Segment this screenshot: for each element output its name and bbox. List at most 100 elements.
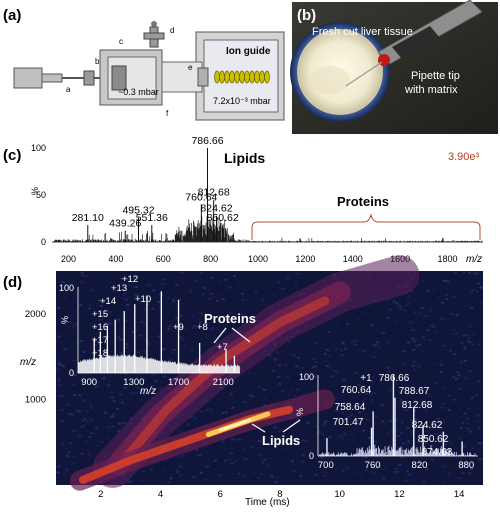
heatmap-speckle [471, 289, 475, 291]
heatmap-speckle [440, 317, 444, 320]
heatmap-speckle [180, 271, 184, 274]
heatmap-speckle [58, 379, 62, 382]
lipids-arrow-left [251, 423, 266, 433]
heatmap-speckle [231, 462, 234, 465]
heatmap-speckle [163, 361, 167, 363]
heatmap-speckle [107, 324, 111, 327]
d-y-tick-label: 2000 [25, 309, 46, 320]
heatmap-speckle [467, 407, 471, 410]
heatmap-speckle [418, 462, 422, 465]
heatmap-speckle [263, 389, 266, 391]
heatmap-speckle [452, 398, 456, 401]
heatmap-speckle [57, 335, 61, 338]
heatmap-speckle [466, 417, 470, 420]
inset-right-y-label: % [295, 408, 305, 416]
heatmap-speckle [71, 430, 75, 433]
heatmap-speckle [443, 443, 447, 446]
heatmap-speckle [85, 420, 89, 423]
heatmap-speckle [90, 377, 93, 380]
charge-state-label: +13 [111, 283, 127, 294]
heatmap-speckle [328, 435, 332, 438]
heatmap-speckle [229, 391, 233, 394]
pipette-caption-2: with matrix [404, 84, 458, 96]
heatmap-speckle [407, 473, 411, 476]
heatmap-speckle [190, 288, 194, 291]
heatmap-speckle [458, 374, 461, 377]
heatmap-speckle [262, 436, 266, 439]
heatmap-speckle [242, 316, 246, 319]
x-tick-label: 400 [108, 254, 123, 264]
panel-c: (c) 3.90e³ % 0 50 100 200 400 600 800 1000 1200… [3, 135, 483, 265]
heatmap-speckle [387, 341, 390, 344]
heatmap-speckle [463, 305, 466, 308]
heatmap-speckle [263, 404, 267, 407]
heatmap-speckle [169, 477, 173, 480]
heatmap-speckle [394, 418, 398, 421]
heatmap-speckle [80, 452, 84, 455]
heatmap-speckle [425, 468, 429, 471]
heatmap-speckle [467, 304, 471, 307]
heatmap-speckle [458, 437, 462, 440]
heatmap-speckle [76, 341, 79, 344]
heatmap-speckle [400, 456, 404, 459]
heatmap-speckle [57, 362, 61, 365]
heatmap-speckle [387, 370, 391, 373]
heatmap-speckle [134, 392, 138, 395]
heatmap-speckle [228, 317, 231, 320]
heatmap-speckle [83, 418, 87, 421]
heatmap-speckle [90, 419, 94, 422]
heatmap-speckle [210, 277, 214, 280]
heatmap-speckle [147, 284, 151, 287]
heatmap-speckle [413, 311, 417, 314]
inset-right-y-tick: 100 [299, 372, 314, 382]
inset-right-x-tick: 700 [318, 460, 334, 471]
heatmap-speckle [324, 471, 327, 474]
heatmap-speckle [150, 468, 154, 471]
heatmap-speckle [454, 315, 458, 318]
heatmap-speckle [311, 366, 315, 369]
heatmap-speckle [90, 432, 94, 435]
heatmap-speckle [345, 408, 349, 410]
charge-state-label: +12 [122, 274, 138, 285]
heatmap-speckle [464, 377, 468, 380]
heatmap-speckle [84, 275, 88, 278]
d-x-axis-label: Time (ms) [245, 497, 290, 508]
heatmap-speckle [364, 469, 368, 471]
heatmap-speckle [479, 302, 483, 305]
heatmap-speckle [407, 302, 411, 305]
part-c: c [119, 37, 123, 46]
heatmap-speckle [276, 351, 280, 354]
charge-state-label: +14 [100, 296, 116, 307]
heatmap-speckle [82, 424, 86, 427]
pressure-right: 7.2x10⁻³ mbar [213, 96, 271, 106]
lipid-peak-label: 758.64 [335, 402, 366, 413]
heatmap-speckle [102, 378, 106, 381]
heatmap-speckle [464, 359, 467, 362]
heatmap-speckle [65, 455, 69, 458]
heatmap-speckle [260, 473, 264, 475]
heatmap-speckle [411, 329, 415, 331]
heatmap-speckle [431, 444, 435, 447]
heatmap-speckle [152, 374, 156, 377]
heatmap-speckle [455, 333, 459, 335]
heatmap-speckle [80, 271, 84, 274]
heatmap-speckle [180, 326, 184, 329]
heatmap-speckle [172, 349, 176, 352]
heatmap-speckle [442, 402, 446, 405]
ion-guide-coils [214, 70, 270, 84]
heatmap-speckle [327, 439, 331, 442]
heatmap-speckle [336, 324, 340, 327]
heatmap-speckle [327, 355, 331, 358]
heatmap-speckle [195, 448, 199, 451]
panel-d-label: (d) [3, 274, 22, 291]
heatmap-speckle [61, 281, 65, 283]
heatmap-speckle [66, 403, 70, 406]
heatmap-speckle [419, 312, 423, 315]
heatmap-speckle [178, 336, 182, 339]
heatmap-speckle [107, 437, 111, 440]
inset-left-x-tick: 2100 [213, 377, 234, 388]
heatmap-speckle [432, 325, 436, 328]
lipid-peak-label: 786.66 [379, 373, 410, 384]
heatmap-speckle [420, 281, 424, 284]
